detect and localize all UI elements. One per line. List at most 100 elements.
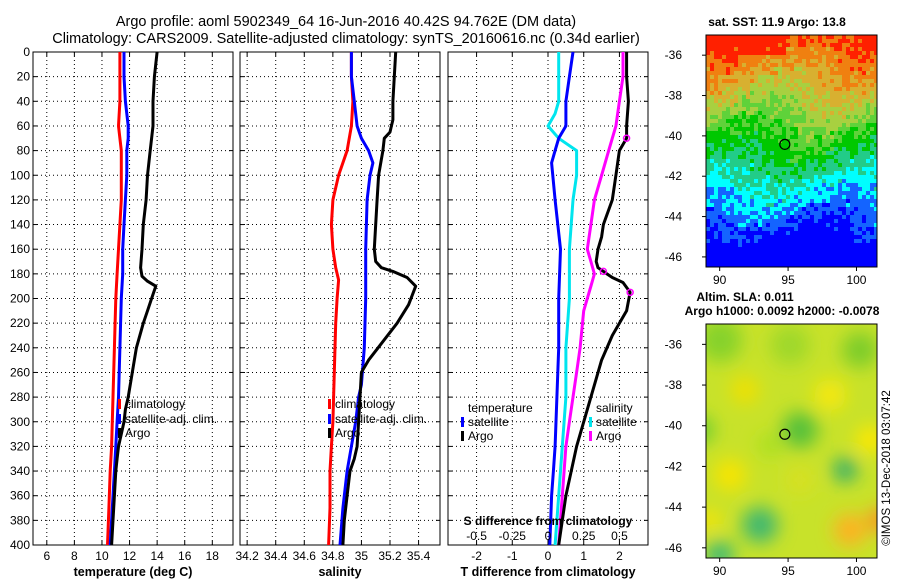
sst-cell xyxy=(790,43,794,47)
sst-cell xyxy=(830,123,834,127)
sst-cell xyxy=(718,43,722,47)
sst-cell xyxy=(802,159,806,163)
sst-cell xyxy=(842,163,846,167)
sst-cell xyxy=(822,103,826,107)
sst-cell xyxy=(858,207,862,211)
map-x-tick-label: 95 xyxy=(781,273,795,287)
sst-cell xyxy=(754,47,758,51)
sst-cell xyxy=(798,187,802,191)
sst-cell xyxy=(770,39,774,43)
sst-cell xyxy=(838,263,842,267)
x-tick-label: 8 xyxy=(71,549,78,563)
sst-cell xyxy=(726,207,730,211)
sst-cell xyxy=(866,71,870,75)
sst-cell xyxy=(782,243,786,247)
sst-cell xyxy=(850,247,854,251)
sst-cell xyxy=(758,151,762,155)
sst-cell xyxy=(838,43,842,47)
sst-cell xyxy=(778,215,782,219)
sst-cell xyxy=(858,159,862,163)
sst-cell xyxy=(718,99,722,103)
sst-cell xyxy=(786,143,790,147)
sst-cell xyxy=(826,35,830,39)
sst-cell xyxy=(766,143,770,147)
sst-cell xyxy=(786,79,790,83)
sst-cell xyxy=(810,187,814,191)
sst-cell xyxy=(826,79,830,83)
sst-cell xyxy=(810,183,814,187)
sst-cell xyxy=(842,43,846,47)
sst-cell xyxy=(734,175,738,179)
sst-cell xyxy=(718,63,722,67)
sst-cell xyxy=(830,143,834,147)
sst-cell xyxy=(858,103,862,107)
sst-cell xyxy=(774,143,778,147)
sst-cell xyxy=(758,163,762,167)
sst-cell xyxy=(750,251,754,255)
sst-cell xyxy=(814,155,818,159)
sst-cell xyxy=(782,167,786,171)
sst-cell xyxy=(770,151,774,155)
sst-cell xyxy=(762,223,766,227)
sst-cell xyxy=(790,143,794,147)
sst-cell xyxy=(834,87,838,91)
sst-cell xyxy=(790,91,794,95)
sst-cell xyxy=(706,239,710,243)
sst-cell xyxy=(802,147,806,151)
sst-cell xyxy=(710,155,714,159)
sst-cell xyxy=(722,187,726,191)
sst-cell xyxy=(818,47,822,51)
sst-cell xyxy=(758,71,762,75)
sst-cell xyxy=(846,123,850,127)
sst-cell xyxy=(706,119,710,123)
sst-cell xyxy=(866,135,870,139)
sst-cell xyxy=(762,47,766,51)
sst-cell xyxy=(734,107,738,111)
sst-cell xyxy=(790,171,794,175)
sst-cell xyxy=(834,183,838,187)
sst-cell xyxy=(794,111,798,115)
sst-cell xyxy=(722,123,726,127)
sst-cell xyxy=(754,203,758,207)
sst-cell xyxy=(782,83,786,87)
sst-cell xyxy=(798,183,802,187)
sst-cell xyxy=(798,163,802,167)
sst-cell xyxy=(774,243,778,247)
sst-cell xyxy=(806,163,810,167)
sst-cell xyxy=(774,75,778,79)
sst-cell xyxy=(870,135,874,139)
sst-cell xyxy=(766,235,770,239)
sst-cell xyxy=(714,223,718,227)
sst-cell xyxy=(870,215,874,219)
sst-cell xyxy=(714,219,718,223)
sst-cell xyxy=(798,239,802,243)
sst-cell xyxy=(870,159,874,163)
sst-cell xyxy=(750,239,754,243)
sst-cell xyxy=(710,191,714,195)
sst-cell xyxy=(758,119,762,123)
sst-cell xyxy=(842,139,846,143)
sst-cell xyxy=(774,107,778,111)
sst-cell xyxy=(758,239,762,243)
sst-cell xyxy=(710,91,714,95)
sst-cell xyxy=(770,75,774,79)
sst-cell xyxy=(710,239,714,243)
sst-cell xyxy=(846,55,850,59)
sst-cell xyxy=(706,147,710,151)
sst-cell xyxy=(782,235,786,239)
sst-cell xyxy=(718,55,722,59)
map-y-tick-label: -40 xyxy=(665,419,683,433)
sst-cell xyxy=(798,263,802,267)
sst-cell xyxy=(810,55,814,59)
sst-cell xyxy=(798,87,802,91)
sst-cell xyxy=(714,83,718,87)
sst-cell xyxy=(826,39,830,43)
sst-cell xyxy=(798,55,802,59)
sst-cell xyxy=(870,195,874,199)
sst-cell xyxy=(826,179,830,183)
sst-cell xyxy=(758,215,762,219)
sst-cell xyxy=(818,43,822,47)
sst-cell xyxy=(714,139,718,143)
sst-cell xyxy=(838,251,842,255)
sst-cell xyxy=(818,231,822,235)
